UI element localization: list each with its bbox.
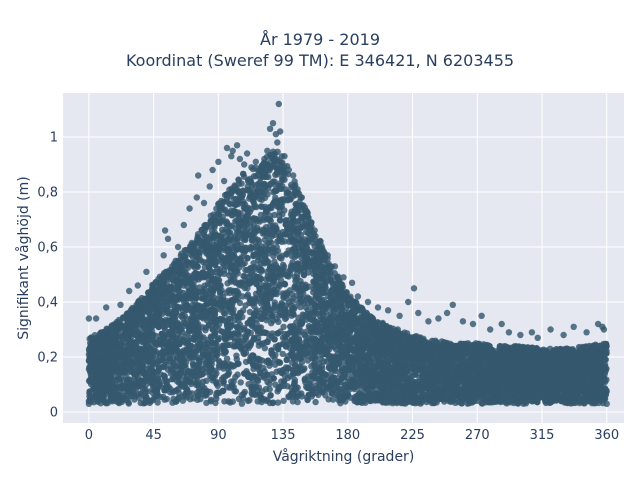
data-point [331, 343, 338, 351]
data-point [279, 261, 287, 268]
chart-title-line-1: År 1979 - 2019 [260, 30, 380, 49]
chart-title-line-2: Koordinat (Sweref 99 TM): E 346421, N 62… [125, 51, 515, 70]
data-points [85, 100, 610, 407]
data-point [379, 319, 386, 327]
data-point [276, 359, 284, 366]
data-point [235, 177, 242, 184]
data-point [221, 398, 228, 405]
data-point [246, 397, 253, 404]
data-point [205, 264, 213, 271]
data-point [244, 254, 251, 262]
data-point [280, 323, 287, 330]
